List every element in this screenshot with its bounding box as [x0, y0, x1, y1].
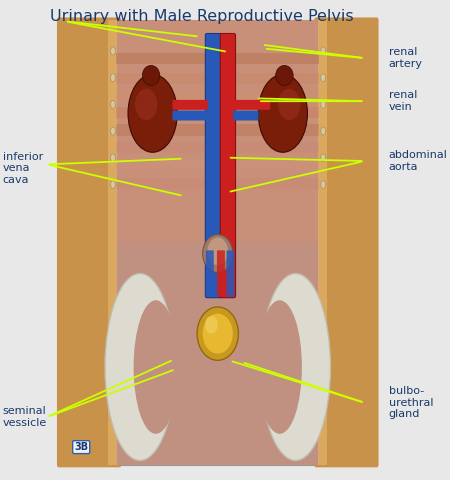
Ellipse shape — [321, 47, 325, 55]
FancyBboxPatch shape — [220, 34, 235, 298]
Ellipse shape — [257, 300, 302, 434]
Text: inferior
vena
cava: inferior vena cava — [3, 152, 43, 185]
Ellipse shape — [278, 89, 300, 120]
Bar — [59, 20, 377, 465]
Bar — [116, 107, 320, 118]
Ellipse shape — [111, 180, 115, 189]
Bar — [116, 178, 320, 189]
FancyBboxPatch shape — [233, 110, 259, 120]
FancyBboxPatch shape — [108, 20, 117, 465]
Ellipse shape — [135, 89, 158, 120]
Text: bulbo-
urethral
gland: bulbo- urethral gland — [388, 386, 433, 420]
Ellipse shape — [202, 235, 233, 273]
Bar — [116, 53, 320, 64]
FancyBboxPatch shape — [314, 17, 378, 468]
Ellipse shape — [128, 74, 177, 152]
Ellipse shape — [111, 127, 115, 135]
Ellipse shape — [111, 154, 115, 162]
Text: seminal
vessicle: seminal vessicle — [3, 406, 47, 428]
Ellipse shape — [321, 74, 325, 82]
Bar — [116, 89, 320, 100]
Bar — [116, 20, 320, 242]
Ellipse shape — [321, 100, 325, 108]
Bar — [116, 160, 320, 171]
Ellipse shape — [111, 74, 115, 82]
Bar — [59, 20, 377, 220]
Bar — [116, 242, 320, 465]
FancyBboxPatch shape — [217, 251, 225, 297]
Bar — [116, 73, 320, 84]
Ellipse shape — [261, 274, 330, 460]
Ellipse shape — [111, 47, 115, 55]
Ellipse shape — [142, 65, 160, 85]
Ellipse shape — [134, 300, 178, 434]
FancyBboxPatch shape — [233, 100, 270, 110]
Text: Urinary with Male Reproductive Pelvis: Urinary with Male Reproductive Pelvis — [50, 9, 354, 24]
FancyBboxPatch shape — [57, 17, 122, 468]
FancyBboxPatch shape — [205, 34, 222, 298]
Text: renal
artery: renal artery — [388, 48, 423, 69]
Ellipse shape — [197, 307, 238, 360]
Ellipse shape — [105, 274, 175, 460]
FancyBboxPatch shape — [226, 251, 234, 297]
Ellipse shape — [258, 74, 307, 152]
FancyBboxPatch shape — [206, 251, 214, 297]
Text: abdominal
aorta: abdominal aorta — [388, 150, 447, 172]
FancyBboxPatch shape — [172, 100, 208, 110]
Ellipse shape — [205, 316, 218, 334]
Bar — [116, 124, 320, 135]
Ellipse shape — [321, 127, 325, 135]
Text: 3B: 3B — [74, 442, 88, 452]
Ellipse shape — [321, 180, 325, 189]
Ellipse shape — [321, 154, 325, 162]
Bar — [116, 142, 320, 154]
Ellipse shape — [276, 65, 293, 85]
Text: renal
vein: renal vein — [388, 90, 417, 112]
FancyBboxPatch shape — [318, 20, 327, 465]
Ellipse shape — [202, 313, 233, 354]
Ellipse shape — [111, 100, 115, 108]
Ellipse shape — [207, 238, 228, 265]
FancyBboxPatch shape — [172, 110, 208, 120]
